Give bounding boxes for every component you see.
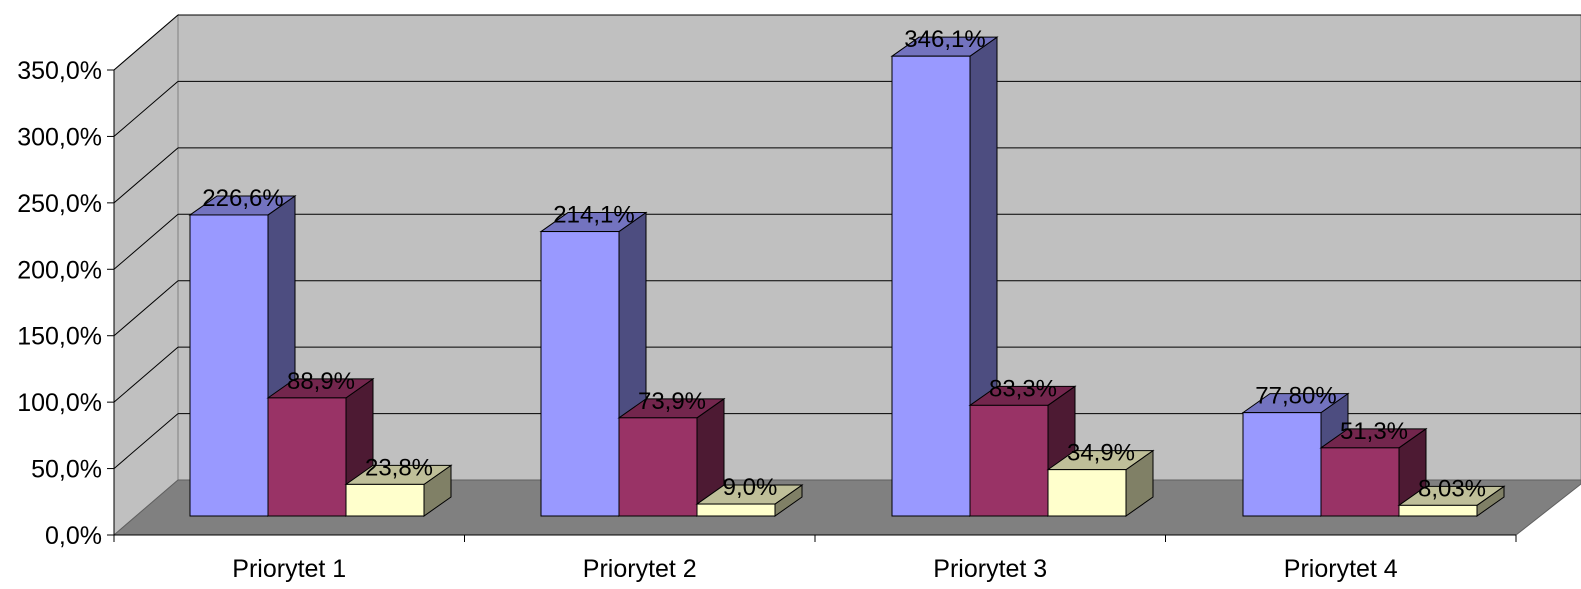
x-tick-label: Priorytet 4 xyxy=(1284,555,1398,583)
y-tick-label: 200,0% xyxy=(17,256,102,284)
y-tick-label: 350,0% xyxy=(17,57,102,85)
bar-front xyxy=(969,404,1049,517)
data-labels: 226,6% 214,1% 346,1% 77,80% 88,9% 73,9% 83,3% 5… xyxy=(202,26,1486,502)
data-label: 346,1% xyxy=(904,26,985,53)
gridline-diagonal xyxy=(113,81,179,137)
x-tick-label: Priorytet 2 xyxy=(583,555,697,583)
y-tick-label: 50,0% xyxy=(31,456,102,484)
data-label: 226,6% xyxy=(202,185,283,212)
bar-front xyxy=(1398,504,1478,517)
data-label: 73,9% xyxy=(638,388,706,415)
y-tick-label: 150,0% xyxy=(17,323,102,351)
bar-front xyxy=(189,214,269,517)
data-label: 23,8% xyxy=(365,454,433,481)
bar xyxy=(344,464,453,517)
bar xyxy=(890,36,999,517)
bar-front xyxy=(267,397,347,517)
x-tick-label: Priorytet 3 xyxy=(933,555,1047,583)
bar-front xyxy=(696,503,776,517)
data-label: 51,3% xyxy=(1340,418,1408,445)
y-tick-label: 300,0% xyxy=(17,123,102,151)
data-label: 9,0% xyxy=(723,474,778,501)
axes: 0,0% 50,0% 100,0% 150,0% 200,0% 250,0% 300,0% 3… xyxy=(17,57,1517,583)
gridline-diagonal xyxy=(113,14,179,71)
bar-front xyxy=(891,55,971,517)
data-label: 83,3% xyxy=(989,375,1057,402)
data-label: 8,03% xyxy=(1418,475,1486,502)
bars xyxy=(188,36,1506,517)
data-label: 88,9% xyxy=(287,368,355,395)
side-wall xyxy=(113,13,179,537)
back-wall xyxy=(177,14,1581,481)
bar xyxy=(1046,449,1155,517)
bar-front xyxy=(1242,412,1322,517)
data-label: 34,9% xyxy=(1067,440,1135,467)
x-tick-label: Priorytet 1 xyxy=(232,555,346,583)
y-tick-label: 0,0% xyxy=(45,522,102,550)
data-label: 214,1% xyxy=(553,202,634,229)
data-label: 77,80% xyxy=(1255,383,1336,410)
bar-front xyxy=(618,417,698,517)
y-tick-label: 250,0% xyxy=(17,190,102,218)
gridline-diagonal xyxy=(113,213,179,270)
gridline-diagonal xyxy=(113,413,179,469)
bar-front xyxy=(1320,447,1400,517)
gridline-diagonal xyxy=(113,147,179,204)
gridline-diagonal xyxy=(113,280,179,337)
gridline-diagonal xyxy=(113,346,179,403)
bar xyxy=(617,397,726,517)
y-tick-label: 100,0% xyxy=(17,389,102,417)
gridlines xyxy=(113,14,1581,469)
bar-front xyxy=(345,483,425,517)
bar xyxy=(1319,427,1428,517)
bar xyxy=(695,484,804,517)
bar-front xyxy=(540,231,620,517)
bar-front xyxy=(1047,469,1127,517)
chart-walls xyxy=(112,13,1581,537)
bar xyxy=(1397,485,1506,517)
